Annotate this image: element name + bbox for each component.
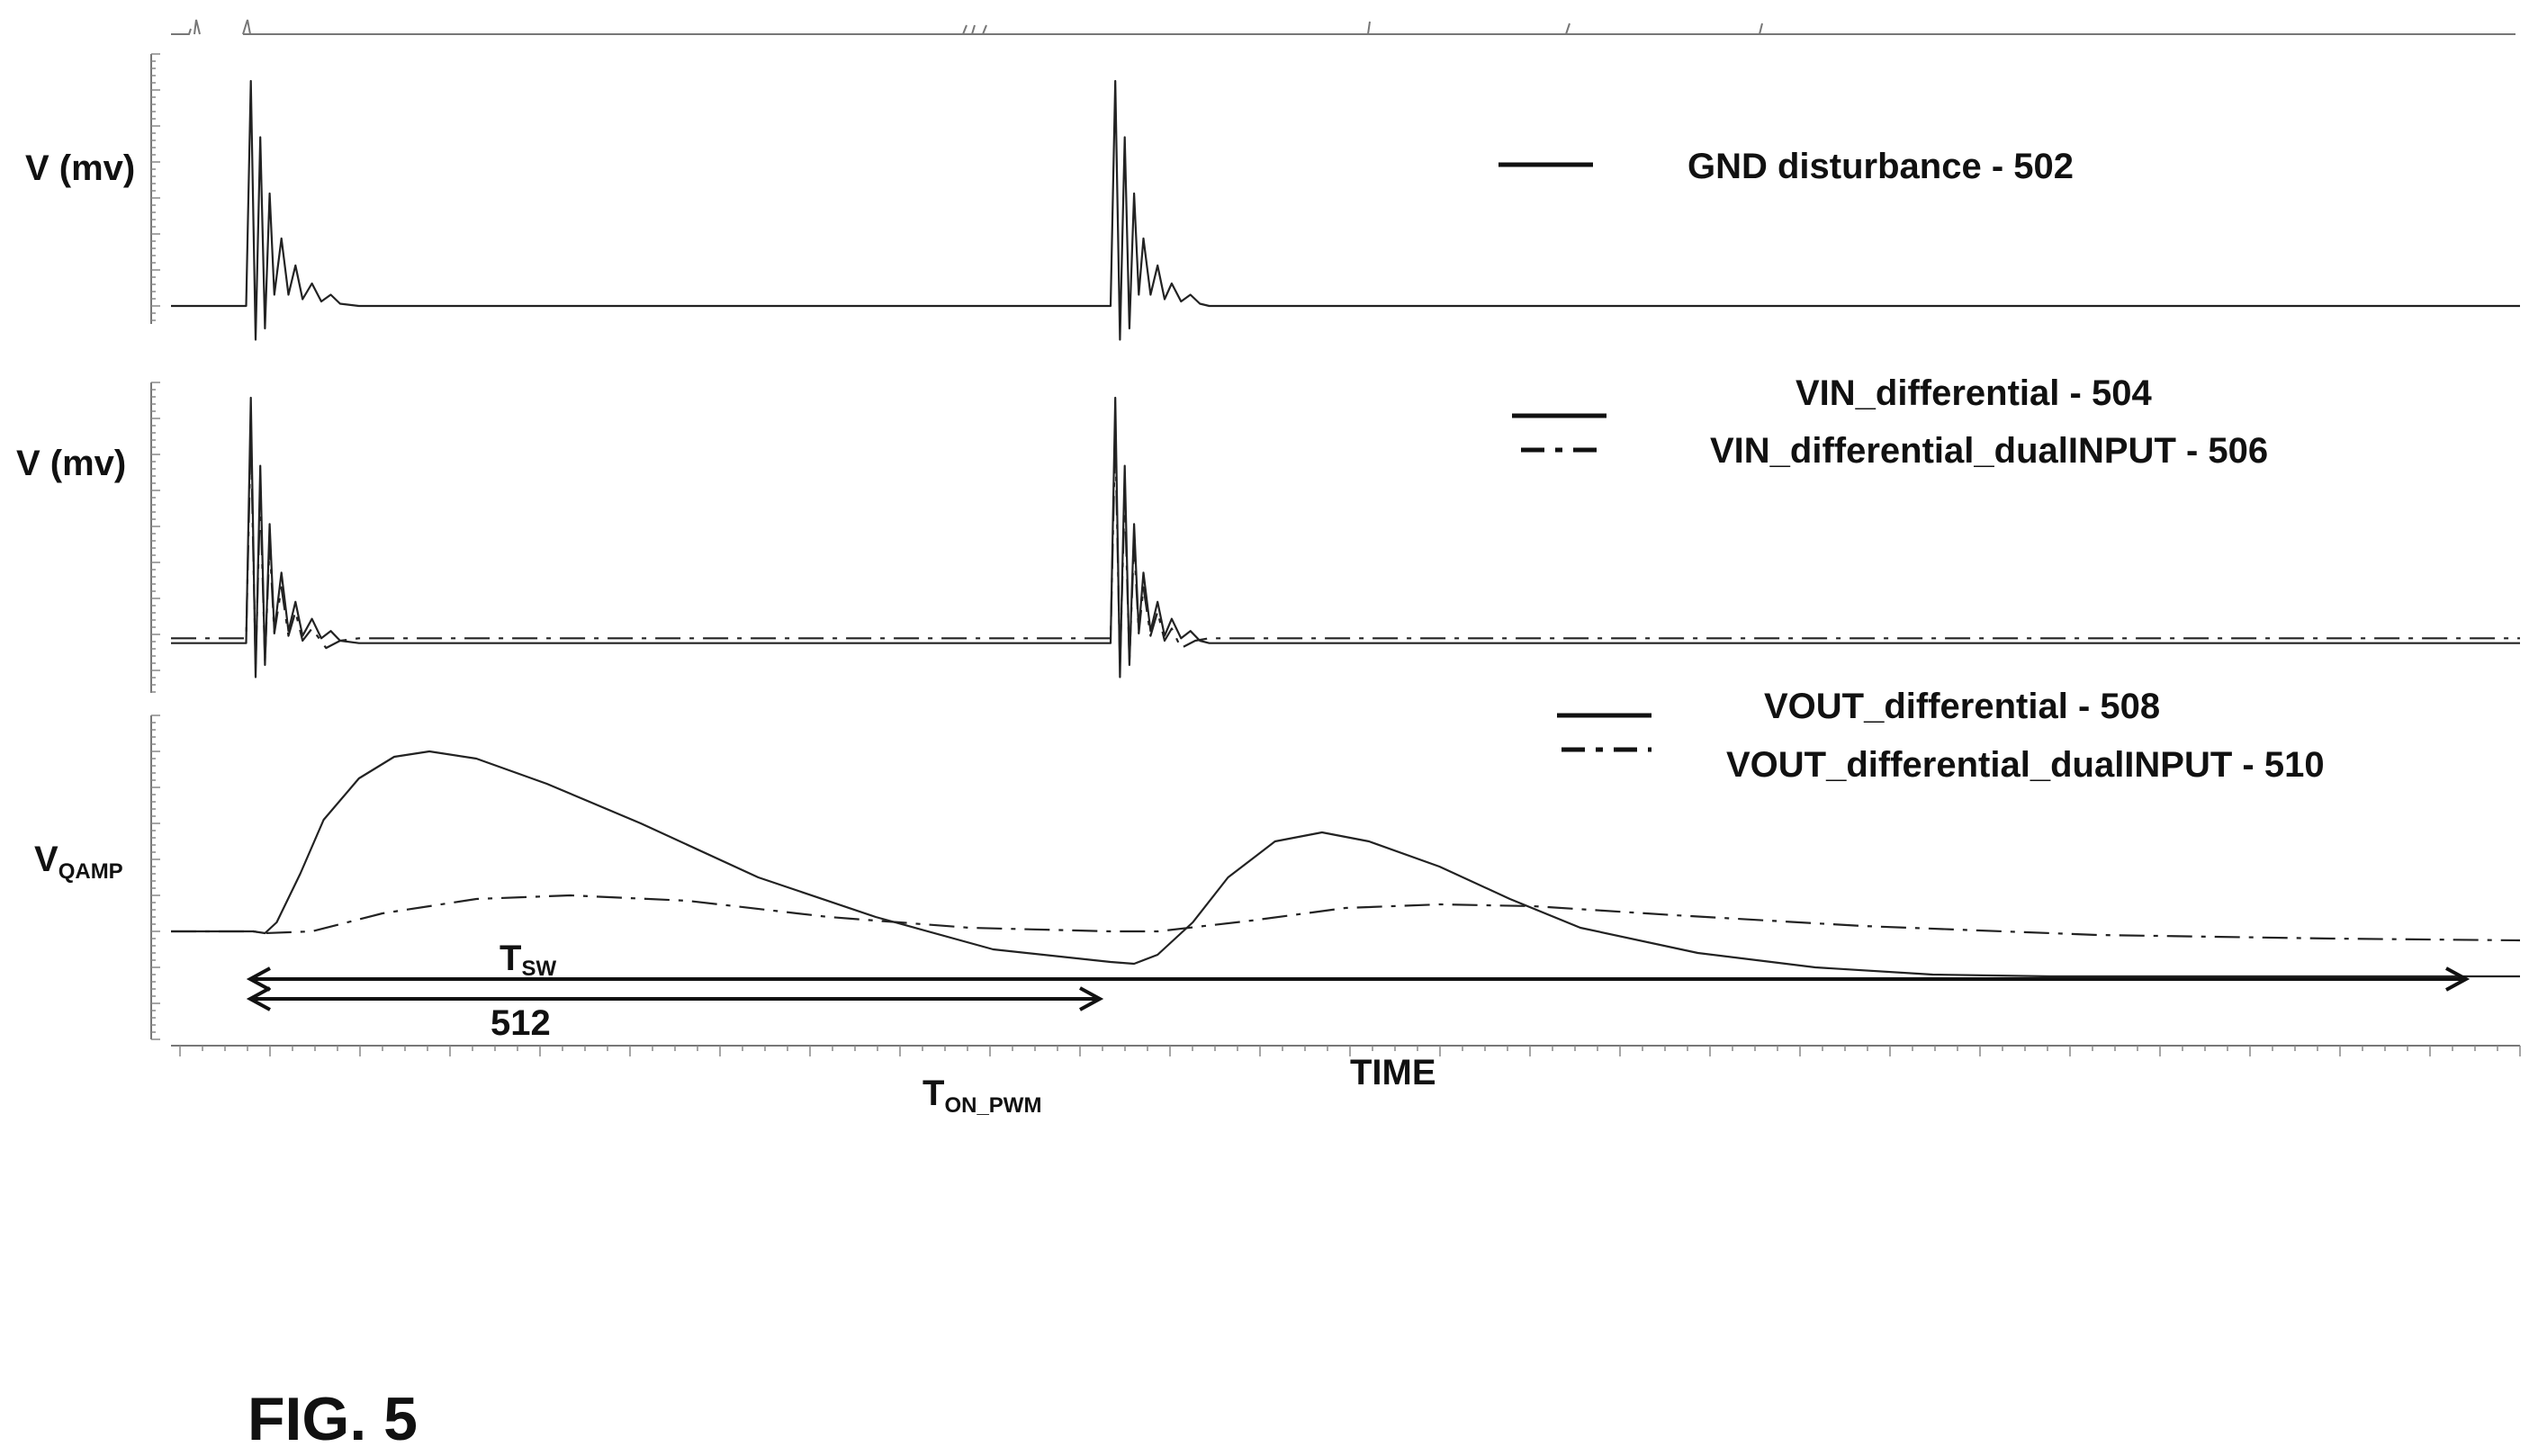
series-line-p2-1 [171, 396, 2520, 679]
tsw-main: T [500, 939, 521, 978]
y-ruler-ticks [151, 53, 160, 1040]
x-axis-label: TIME [1350, 1053, 1436, 1092]
series-line-p3-1 [171, 750, 2520, 978]
legend-panel-2: VIN_differential - 504 VIN_differential_… [1512, 373, 2268, 471]
ref-512: 512 [490, 1003, 551, 1043]
series-line-p2-2 [171, 433, 2520, 667]
y-label-panel-2: V (mv) [16, 444, 126, 483]
legend-label-vin-dual: VIN_differential_dualINPUT - 506 [1710, 431, 2268, 471]
ton-arrow [246, 986, 1104, 1011]
tsw-arrow [246, 966, 2470, 992]
top-strip [171, 19, 2516, 35]
legend-panel-3: VOUT_differential - 508 VOUT_differentia… [1557, 687, 2325, 785]
y-label-panel-1: V (mv) [25, 148, 135, 188]
legend-panel-1: GND disturbance - 502 [1498, 147, 2074, 186]
legend-label-gnd: GND disturbance - 502 [1688, 147, 2074, 186]
series-line-p3-2 [171, 894, 2521, 942]
ton-pwm-label: TON_PWM [922, 1074, 1041, 1118]
figure-label: FIG. 5 [248, 1385, 418, 1453]
x-axis-ticks [179, 1046, 2521, 1056]
legend-label-vin: VIN_differential - 504 [1796, 373, 2152, 413]
y-label-panel-3: VQAMP [34, 840, 123, 884]
ton-subscript: ON_PWM [944, 1093, 1041, 1118]
ton-main: T [922, 1074, 944, 1113]
tsw-subscript: SW [521, 957, 556, 981]
traces [171, 79, 2521, 978]
legend-label-vout: VOUT_differential - 508 [1764, 687, 2160, 726]
tsw-label: TSW [500, 939, 556, 981]
vqamp-subscript: QAMP [58, 859, 123, 884]
legend-label-vout-dual: VOUT_differential_dualINPUT - 510 [1726, 745, 2325, 785]
series-line-p1-1 [171, 79, 2520, 341]
vqamp-main: V [34, 840, 58, 879]
